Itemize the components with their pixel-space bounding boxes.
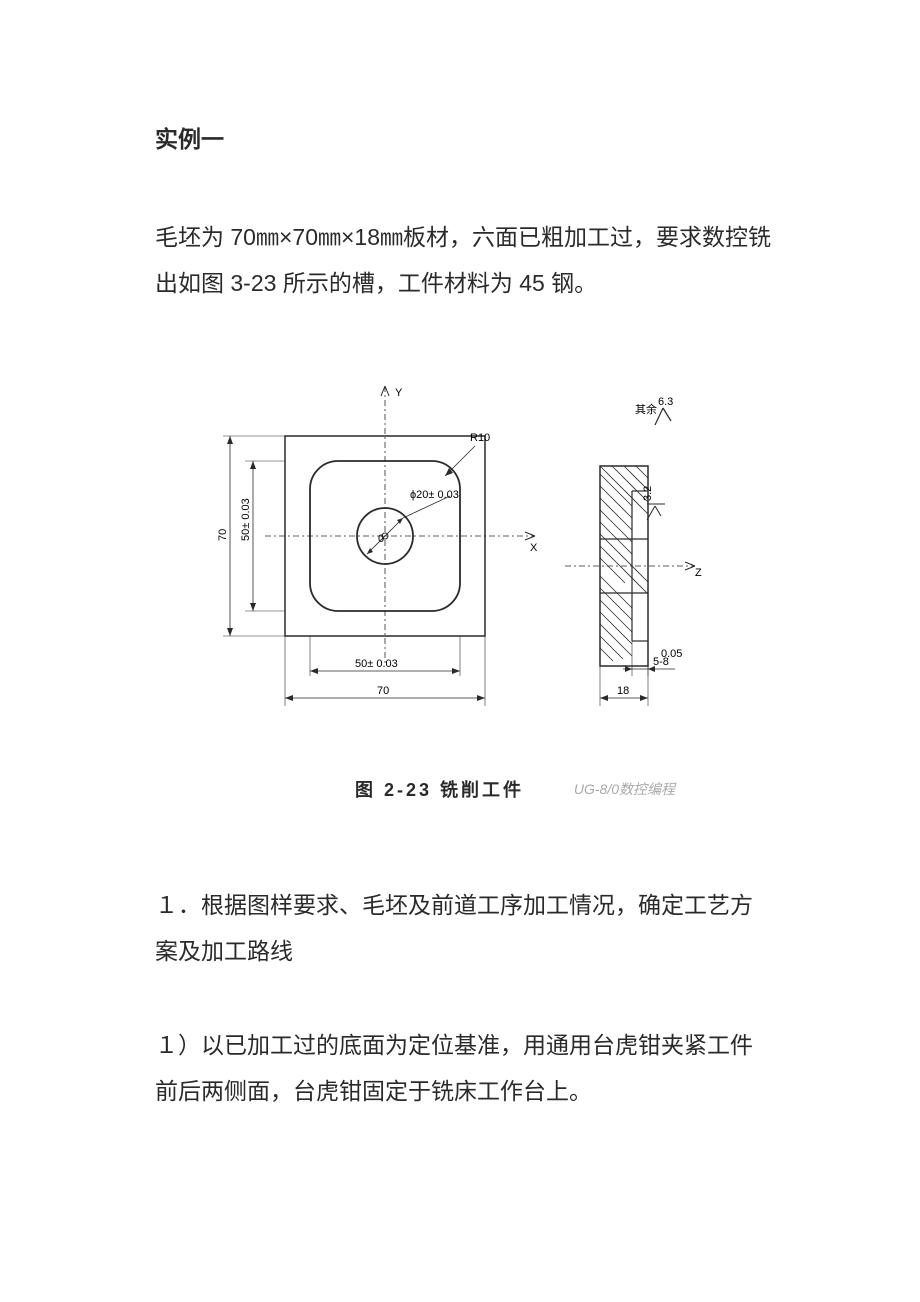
svg-text:0: 0: [378, 533, 384, 545]
engineering-drawing: Y X 0 ϕ20± 0.03 R10: [205, 376, 725, 756]
svg-text:70: 70: [377, 685, 389, 697]
svg-text:18: 18: [617, 685, 629, 697]
figure-caption: 图 2-23 铣削工件: [355, 776, 524, 802]
paragraph-step1-1: １）以已加工过的底面为定位基准，用通用台虎钳夹紧工件前后两侧面，台虎钳固定于铣床…: [155, 1022, 775, 1114]
svg-text:50± 0.03: 50± 0.03: [240, 498, 252, 541]
svg-text:ϕ20± 0.03: ϕ20± 0.03: [410, 489, 459, 501]
svg-text:3.2: 3.2: [642, 486, 654, 501]
svg-text:Y: Y: [395, 387, 403, 399]
svg-text:50± 0.03: 50± 0.03: [355, 658, 398, 670]
svg-text:0.05: 0.05: [661, 648, 682, 660]
caption-row: 图 2-23 铣削工件 UG-8/0数控编程: [355, 776, 675, 802]
figure-container: Y X 0 ϕ20± 0.03 R10: [155, 376, 775, 756]
svg-text:6.3: 6.3: [658, 396, 673, 408]
watermark-text: UG-8/0数控编程: [574, 779, 675, 799]
svg-text:70: 70: [217, 529, 229, 541]
svg-text:R10: R10: [470, 432, 490, 444]
svg-text:Z: Z: [695, 567, 702, 579]
paragraph-intro: 毛坯为 70㎜×70㎜×18㎜板材，六面已粗加工过，要求数控铣出如图 3-23 …: [155, 214, 775, 306]
svg-text:其余: 其余: [635, 402, 657, 416]
svg-text:X: X: [530, 542, 538, 554]
example-heading: 实例一: [155, 120, 775, 154]
paragraph-step1-heading: １．根据图样要求、毛坯及前道工序加工情况，确定工艺方案及加工路线: [155, 882, 775, 974]
